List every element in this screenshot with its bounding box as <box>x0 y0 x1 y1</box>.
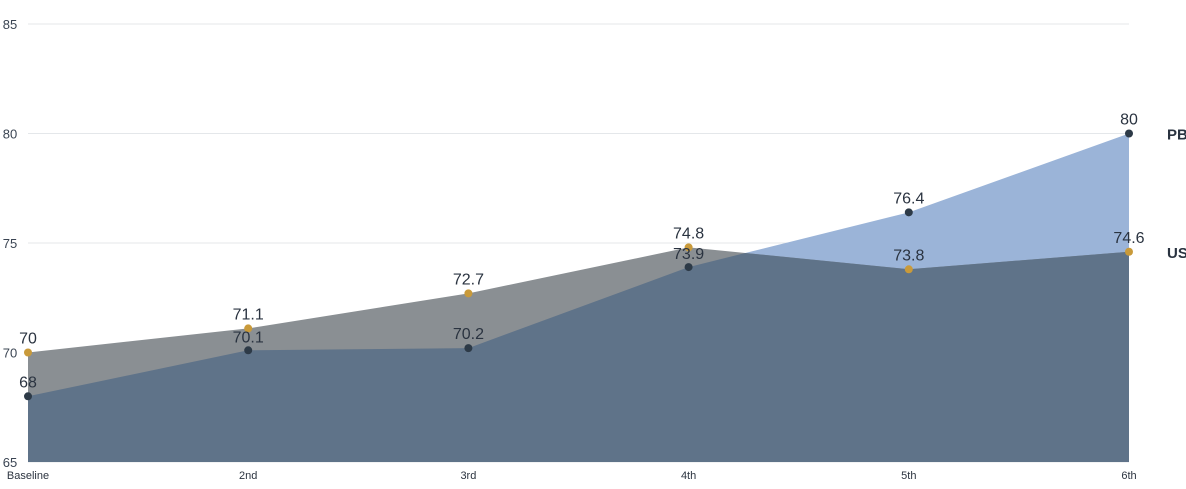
data-label-pb: 76.4 <box>893 190 924 207</box>
series-labels: PB US <box>1167 127 1186 262</box>
marker-pb <box>1125 129 1133 138</box>
marker-us <box>684 243 693 252</box>
x-tick-label: Baseline <box>7 470 49 482</box>
data-label-us: 74.8 <box>673 225 704 242</box>
x-tick-label: 4th <box>681 470 696 482</box>
data-label-pb: 70.1 <box>233 329 264 346</box>
x-tick-label: 2nd <box>239 470 257 482</box>
data-label-pb: 68 <box>19 374 37 391</box>
marker-us <box>244 324 253 333</box>
x-tick-label: 3rd <box>460 470 476 482</box>
data-label-pb: 70.2 <box>453 326 484 343</box>
series-label-pb: PB <box>1167 127 1186 144</box>
data-label-us: 70 <box>19 331 37 348</box>
y-tick-label: 75 <box>3 236 17 251</box>
y-tick-label: 65 <box>3 455 17 470</box>
y-tick-label: 70 <box>3 346 17 361</box>
data-label-us: 74.6 <box>1113 230 1144 247</box>
marker-pb <box>684 263 693 272</box>
marker-us <box>1125 247 1133 256</box>
data-label-us: 72.7 <box>453 271 484 288</box>
marker-pb <box>464 344 473 353</box>
y-axis: 65 70 75 80 85 <box>3 17 17 470</box>
marker-us <box>464 289 473 298</box>
y-tick-label: 85 <box>3 17 17 32</box>
marker-pb <box>244 346 253 355</box>
marker-us <box>904 265 913 274</box>
y-tick-label: 80 <box>3 127 17 142</box>
data-markers <box>24 129 1133 401</box>
area-series <box>28 133 1129 462</box>
x-axis: Baseline 2nd 3rd 4th 5th 6th <box>7 470 1137 482</box>
data-labels: 68 70.1 70.2 73.9 76.4 80 70 71.1 72.7 74.8 73.8 74… <box>19 112 1145 392</box>
data-label-pb: 80 <box>1120 112 1138 129</box>
series-label-us: US <box>1167 245 1186 262</box>
marker-pb <box>904 208 913 217</box>
data-label-us: 73.8 <box>893 247 924 264</box>
x-tick-label: 5th <box>901 470 916 482</box>
marker-pb <box>24 392 32 401</box>
x-tick-label: 6th <box>1121 470 1136 482</box>
data-label-us: 71.1 <box>233 306 264 323</box>
data-label-pb: 73.9 <box>673 246 704 263</box>
marker-us <box>24 348 32 357</box>
area-overlap <box>28 247 1129 462</box>
